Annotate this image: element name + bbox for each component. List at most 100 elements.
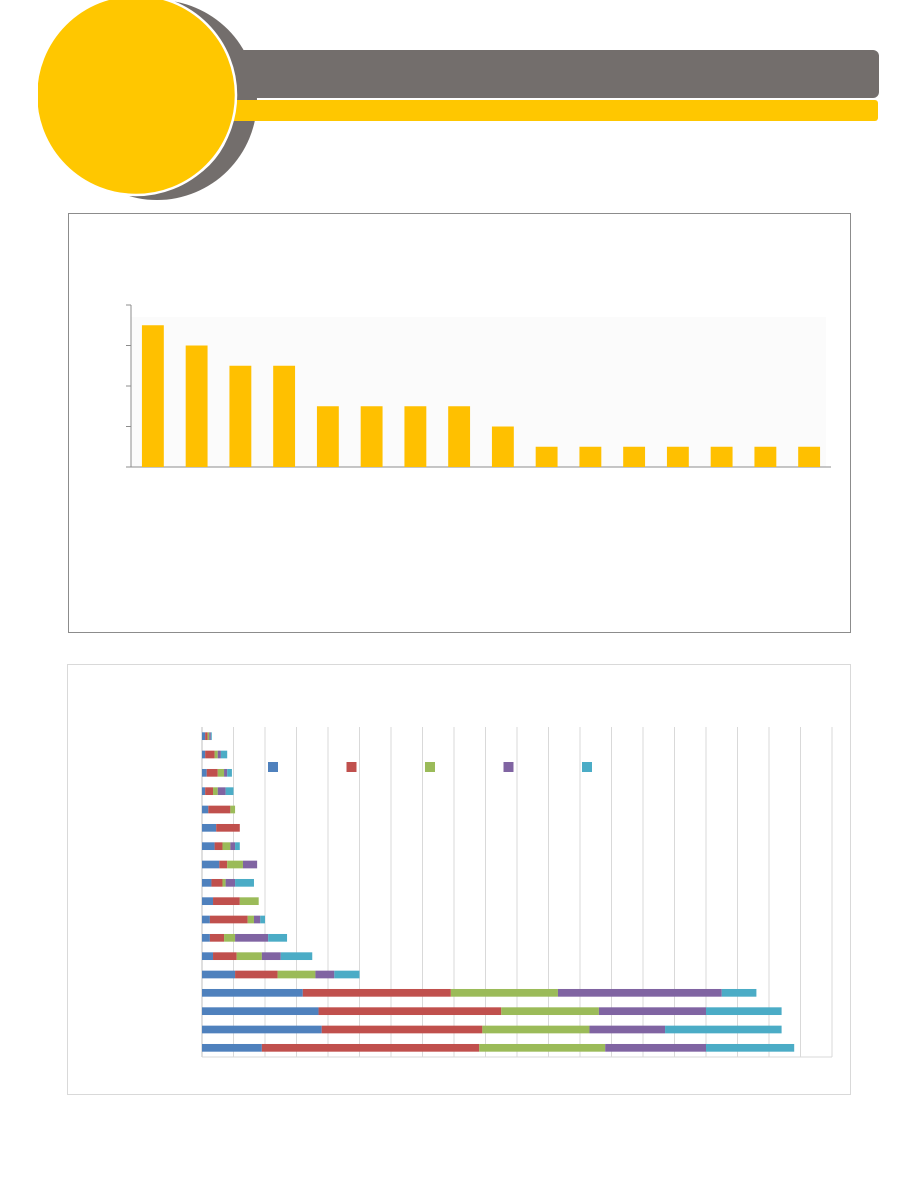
bar-segment	[479, 1043, 606, 1052]
bar-segment	[302, 988, 451, 997]
bar-segment	[557, 988, 722, 997]
bar-segment	[217, 787, 226, 796]
vertical-bar-chart	[126, 304, 831, 468]
legend-swatch	[582, 762, 592, 772]
legend-swatch	[503, 762, 514, 772]
bar-segment	[207, 732, 210, 741]
legend-swatch	[346, 762, 357, 772]
bar-segment	[247, 915, 254, 924]
bar-segment	[213, 787, 218, 796]
bar-segment	[214, 750, 218, 759]
bar	[623, 446, 646, 467]
bar-segment	[224, 768, 228, 777]
bar-segment	[213, 952, 237, 961]
bar-segment	[230, 842, 236, 851]
bar-segment	[482, 1025, 590, 1034]
bar-segment	[235, 842, 240, 851]
bar-segment	[202, 860, 220, 869]
bar-segment	[214, 842, 223, 851]
bar-segment	[334, 970, 360, 979]
bar-segment	[210, 732, 212, 741]
bar-segment	[202, 842, 215, 851]
bar-segment	[208, 805, 231, 814]
bar-segment	[227, 860, 243, 869]
bar	[448, 406, 471, 467]
bar	[360, 406, 383, 467]
bar-segment	[202, 897, 214, 906]
bar-segment	[261, 1043, 480, 1052]
bar	[710, 446, 733, 467]
bar-segment	[202, 750, 206, 759]
bar-segment	[605, 1043, 706, 1052]
bar-segment	[205, 732, 208, 741]
bar-segment	[206, 768, 218, 777]
bar-segment	[242, 860, 258, 869]
bar-segment	[235, 878, 254, 887]
bar-segment	[450, 988, 558, 997]
horizontal-stacked-bar-chart	[201, 727, 833, 1058]
legend-swatch	[268, 762, 278, 772]
bar-segment	[280, 952, 313, 961]
bar-segment	[261, 952, 281, 961]
bar	[666, 446, 689, 467]
bar-segment	[321, 1025, 483, 1034]
bar-segment	[209, 915, 248, 924]
bar-segment	[202, 915, 210, 924]
bar	[798, 446, 821, 467]
bar	[141, 325, 164, 467]
header-gray-band	[196, 50, 879, 98]
bar	[229, 365, 252, 467]
bar-segment	[230, 805, 236, 814]
bar-segment	[253, 915, 261, 924]
bar-segment	[235, 933, 269, 942]
bar-segment	[217, 768, 225, 777]
bar	[316, 406, 339, 467]
bar-segment	[239, 897, 259, 906]
bar-segment	[213, 897, 240, 906]
bar-segment	[235, 970, 278, 979]
bar-segment	[205, 750, 215, 759]
bar-segment	[202, 768, 207, 777]
bar-segment	[202, 787, 206, 796]
header-yellow-band	[196, 100, 878, 121]
bar-segment	[209, 732, 211, 741]
bar-segment	[202, 732, 206, 741]
bar-segment	[225, 878, 236, 887]
bar-segment	[222, 878, 226, 887]
bar-segment	[598, 1007, 706, 1016]
bottom-stacked-bar-chart-panel	[67, 664, 851, 1095]
bar-segment	[202, 823, 217, 832]
bar	[185, 345, 208, 467]
bar-segment	[721, 988, 757, 997]
bar-segment	[318, 1007, 502, 1016]
bar-segment	[202, 952, 214, 961]
bar-segment	[219, 860, 228, 869]
bar-segment	[225, 787, 234, 796]
bar-segment	[501, 1007, 599, 1016]
bar	[535, 446, 558, 467]
bar-segment	[202, 933, 210, 942]
bar	[273, 365, 296, 467]
bar-segment	[315, 970, 335, 979]
bar-segment	[589, 1025, 666, 1034]
bar	[579, 446, 602, 467]
bar-segment	[227, 768, 232, 777]
bar-segment	[222, 842, 231, 851]
bar-segment	[202, 988, 303, 997]
bar-segment	[202, 1007, 319, 1016]
header-yellow-circle	[36, 0, 236, 195]
bar-segment	[236, 952, 262, 961]
bar-segment	[205, 787, 214, 796]
bar	[491, 426, 514, 467]
bar	[404, 406, 427, 467]
bar-segment	[268, 933, 288, 942]
bar-segment	[217, 750, 221, 759]
bar	[754, 446, 777, 467]
bar-segment	[706, 1043, 795, 1052]
bar-segment	[202, 1043, 262, 1052]
bar-segment	[277, 970, 316, 979]
bar-segment	[202, 878, 212, 887]
bar-segment	[202, 970, 236, 979]
top-bar-chart-panel	[68, 213, 851, 633]
bar-segment	[216, 823, 240, 832]
